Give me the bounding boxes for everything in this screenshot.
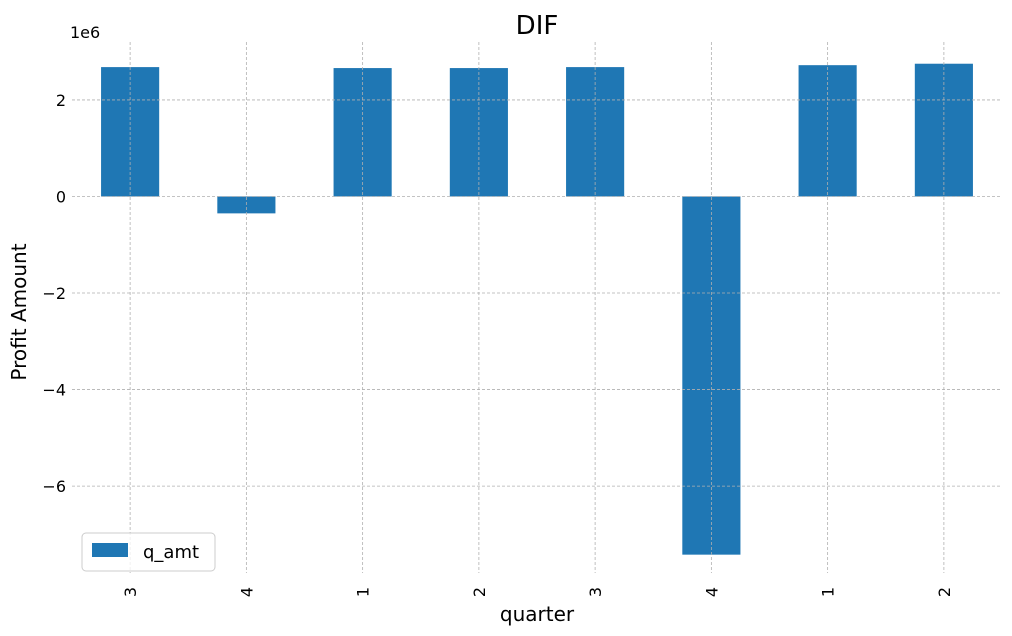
- y-axis-offset-label: 1e6: [70, 23, 100, 42]
- y-tick-labels: 2 0 −2 −4 −6: [42, 91, 66, 496]
- bars: [101, 63, 973, 555]
- y-tick-label: 2: [56, 91, 66, 110]
- chart-title: DIF: [516, 11, 559, 41]
- y-tick-label: 0: [56, 187, 66, 206]
- vertical-gridlines: [129, 42, 945, 573]
- y-tick-label: −6: [42, 477, 66, 496]
- x-tick-label: 2: [935, 587, 954, 597]
- legend-frame: [81, 532, 216, 572]
- y-tick-label: −4: [42, 381, 66, 400]
- y-axis-label: Profit Amount: [7, 243, 31, 380]
- x-tick-label: 4: [237, 587, 256, 597]
- x-tick-label: 1: [819, 587, 838, 597]
- x-tick-label: 3: [586, 587, 605, 597]
- x-tick-label: 2: [470, 587, 489, 597]
- x-tick-label: 4: [702, 587, 721, 597]
- x-tick-label: 3: [121, 587, 140, 597]
- horizontal-gridlines: [72, 99, 1002, 487]
- x-tick-label: 1: [354, 587, 373, 597]
- x-tick-labels: 3 4 1 2 3 4 1 2: [121, 587, 954, 597]
- x-axis-label: quarter: [500, 602, 575, 626]
- legend-swatch: [92, 543, 128, 557]
- legend: q_amt: [81, 532, 216, 572]
- bar: [682, 196, 741, 555]
- y-tick-label: −2: [42, 284, 66, 303]
- legend-label: q_amt: [143, 542, 199, 563]
